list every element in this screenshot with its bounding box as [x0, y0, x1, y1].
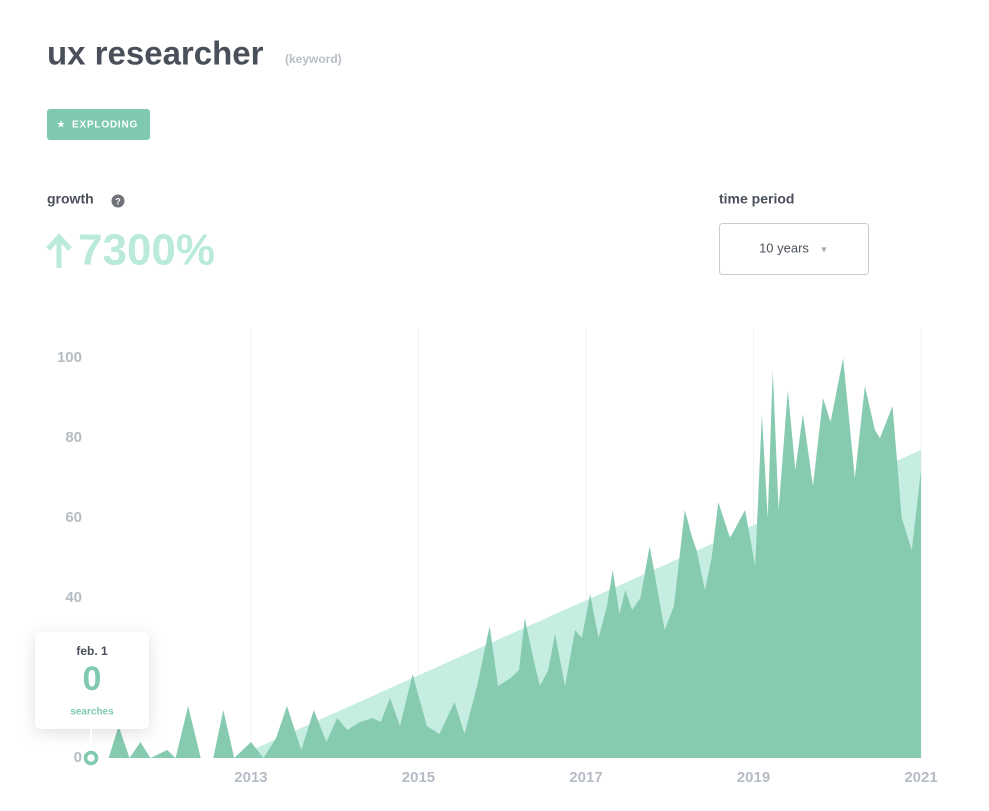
- x-tick-label: 2015: [402, 769, 435, 786]
- chart: 20132015201720192021020406080100: [57, 328, 938, 786]
- time-period-value: 10 years: [759, 240, 809, 255]
- tooltip-unit: searches: [70, 707, 114, 718]
- keyword-title: ux researcher: [47, 35, 264, 72]
- keyword-tag: (keyword): [285, 52, 342, 66]
- x-tick-label: 2017: [569, 769, 602, 786]
- dropdown-caret: ▼: [820, 244, 829, 254]
- time-period-label: time period: [719, 191, 794, 207]
- badge-label: EXPLODING: [72, 120, 138, 131]
- growth-label: growth: [47, 191, 94, 207]
- y-tick-label: 60: [65, 509, 82, 526]
- tooltip-marker: [83, 750, 99, 766]
- y-tick-label: 0: [74, 749, 82, 766]
- tooltip: feb. 1 0 searches: [35, 632, 149, 766]
- star-icon: ★: [57, 120, 66, 131]
- y-tick-label: 100: [57, 349, 82, 366]
- time-period-dropdown[interactable]: [719, 223, 869, 275]
- growth-arrow: [46, 233, 72, 268]
- help-icon-mark: ?: [115, 196, 121, 206]
- y-tick-label: 40: [65, 589, 82, 606]
- tooltip-value: 0: [83, 660, 102, 698]
- help-icon[interactable]: [111, 194, 125, 208]
- growth-value: 7300%: [78, 226, 215, 275]
- tooltip-box: [35, 632, 149, 729]
- x-tick-label: 2019: [737, 769, 770, 786]
- y-tick-label: 80: [65, 429, 82, 446]
- tooltip-date: feb. 1: [76, 644, 108, 658]
- x-tick-label: 2021: [904, 769, 937, 786]
- area: [91, 358, 921, 758]
- x-tick-label: 2013: [234, 769, 267, 786]
- status-badge: [47, 109, 150, 140]
